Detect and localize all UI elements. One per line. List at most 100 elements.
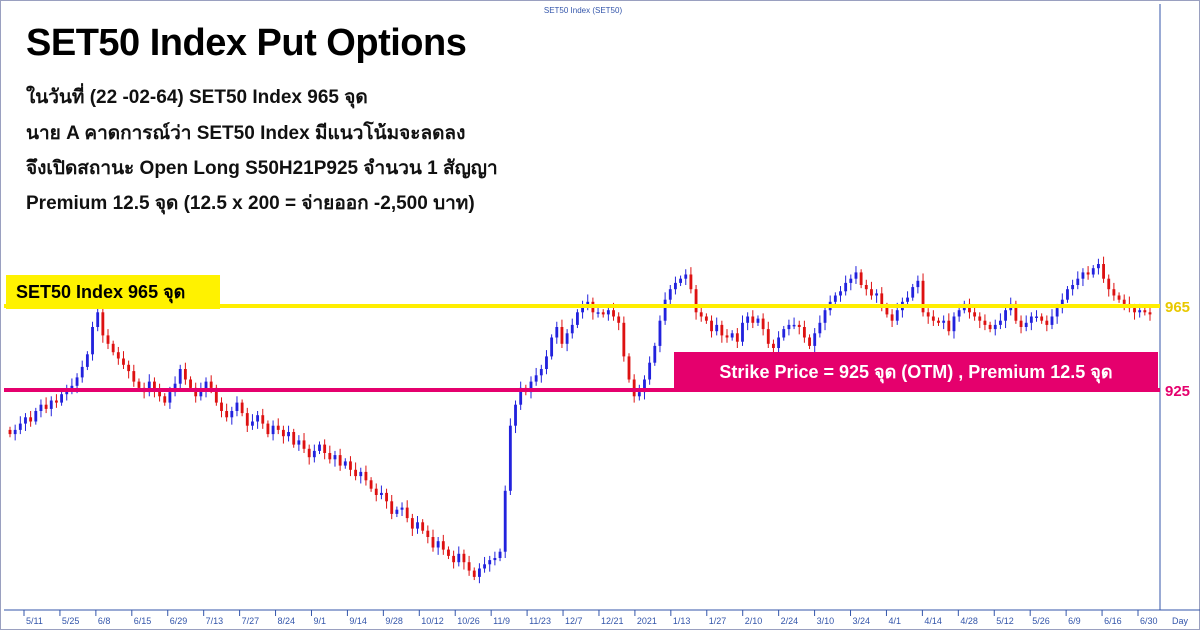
candle-body	[787, 324, 791, 330]
description-line-1: ในวันที่ (22 -02-64) SET50 Index 965 จุด	[26, 87, 368, 108]
candle-body	[39, 404, 43, 411]
x-tick-label: 5/12	[996, 616, 1014, 626]
candle-body	[555, 327, 559, 338]
candle-body	[519, 387, 523, 405]
candle-body	[349, 461, 352, 470]
candle-body	[534, 375, 538, 382]
candle-body	[818, 322, 822, 334]
candle-body	[472, 570, 476, 577]
candle-body	[1050, 316, 1054, 325]
candle-body	[1122, 299, 1126, 304]
x-tick-label: 8/24	[278, 616, 296, 626]
candle-body	[436, 541, 440, 548]
candle-body	[756, 318, 760, 323]
candle-body	[209, 381, 213, 388]
candle-body	[679, 278, 683, 283]
x-tick-label: 4/14	[924, 616, 942, 626]
candle-body	[797, 324, 801, 327]
candle-body	[725, 335, 729, 338]
x-tick-label: 6/8	[98, 616, 111, 626]
candle-body	[240, 402, 244, 414]
x-tick-label: 4/28	[960, 616, 978, 626]
candle-body	[813, 333, 817, 346]
candle-body	[297, 440, 301, 445]
x-tick-label: 1/27	[709, 616, 727, 626]
candle-body	[153, 381, 156, 390]
candle-body	[988, 324, 992, 330]
candle-body	[581, 306, 584, 313]
candle-body	[627, 356, 631, 380]
candle-body	[431, 537, 435, 548]
description-line-4: Premium 12.5 จุด (12.5 x 200 = จ่ายออก -…	[26, 193, 475, 214]
candle-body	[998, 320, 1002, 325]
candle-body	[127, 364, 131, 372]
candle-body	[323, 444, 327, 453]
candle-body	[245, 413, 249, 426]
candle-body	[163, 396, 167, 403]
candle-body	[1148, 312, 1152, 315]
candle-body	[452, 555, 456, 563]
candle-body	[751, 316, 755, 323]
candle-body	[225, 411, 229, 418]
candle-body	[287, 432, 290, 437]
candle-body	[782, 329, 786, 338]
candle-body	[854, 272, 858, 279]
candle-body	[864, 285, 868, 290]
candle-body	[1045, 320, 1049, 325]
candle-body	[1138, 310, 1142, 313]
candle-body	[514, 404, 517, 426]
candle-body	[312, 450, 316, 458]
candle-body	[1086, 272, 1090, 275]
candle-body	[214, 387, 218, 403]
x-tick-label: 5/26	[1032, 616, 1050, 626]
candle-body	[410, 518, 414, 529]
candle-body	[689, 274, 693, 290]
candle-body	[808, 337, 811, 346]
candle-body	[498, 551, 502, 558]
candle-body	[101, 312, 105, 336]
x-tick-label: 1/13	[673, 616, 691, 626]
candle-body	[1096, 264, 1100, 269]
candle-body	[772, 343, 775, 348]
x-tick-label: 9/1	[313, 616, 326, 626]
x-tick-label: 2/10	[745, 616, 763, 626]
hline-label-965: 965	[1165, 299, 1190, 316]
x-tick-label: 10/26	[457, 616, 480, 626]
candle-body	[952, 316, 956, 332]
candle-body	[338, 455, 342, 466]
candle-body	[199, 390, 203, 397]
candle-body	[369, 480, 373, 489]
strike-price-label: Strike Price = 925 จุด (OTM) , Premium 1…	[674, 352, 1158, 392]
candle-body	[663, 299, 667, 321]
candle-body	[359, 471, 363, 477]
x-tick-label: 6/9	[1068, 616, 1081, 626]
candle-body	[622, 322, 626, 357]
candle-body	[256, 415, 260, 422]
candle-body	[1112, 289, 1116, 296]
candle-body	[880, 293, 884, 306]
candle-body	[96, 312, 100, 327]
candle-body	[658, 320, 662, 346]
candle-body	[570, 324, 574, 334]
chart-top-label: SET50 Index (SET50)	[543, 6, 623, 15]
candle-body	[333, 455, 337, 460]
candle-body	[281, 429, 285, 437]
candle-body	[204, 381, 208, 390]
candle-body	[70, 385, 74, 390]
candle-body	[168, 392, 172, 403]
candle-body	[111, 343, 115, 353]
candle-body	[875, 293, 879, 296]
x-tick-label: 2021	[637, 616, 657, 626]
x-axis-label: Day	[1172, 616, 1189, 626]
candle-body	[833, 295, 837, 302]
candle-body	[493, 558, 497, 561]
candle-body	[251, 421, 254, 426]
candle-body	[730, 333, 734, 338]
candle-body	[560, 327, 564, 344]
x-tick-label: 11/23	[529, 616, 551, 626]
candle-body	[674, 282, 677, 290]
candle-body	[766, 329, 770, 344]
candle-body	[1004, 310, 1007, 321]
candle-body	[844, 282, 848, 292]
candle-body	[426, 530, 430, 537]
